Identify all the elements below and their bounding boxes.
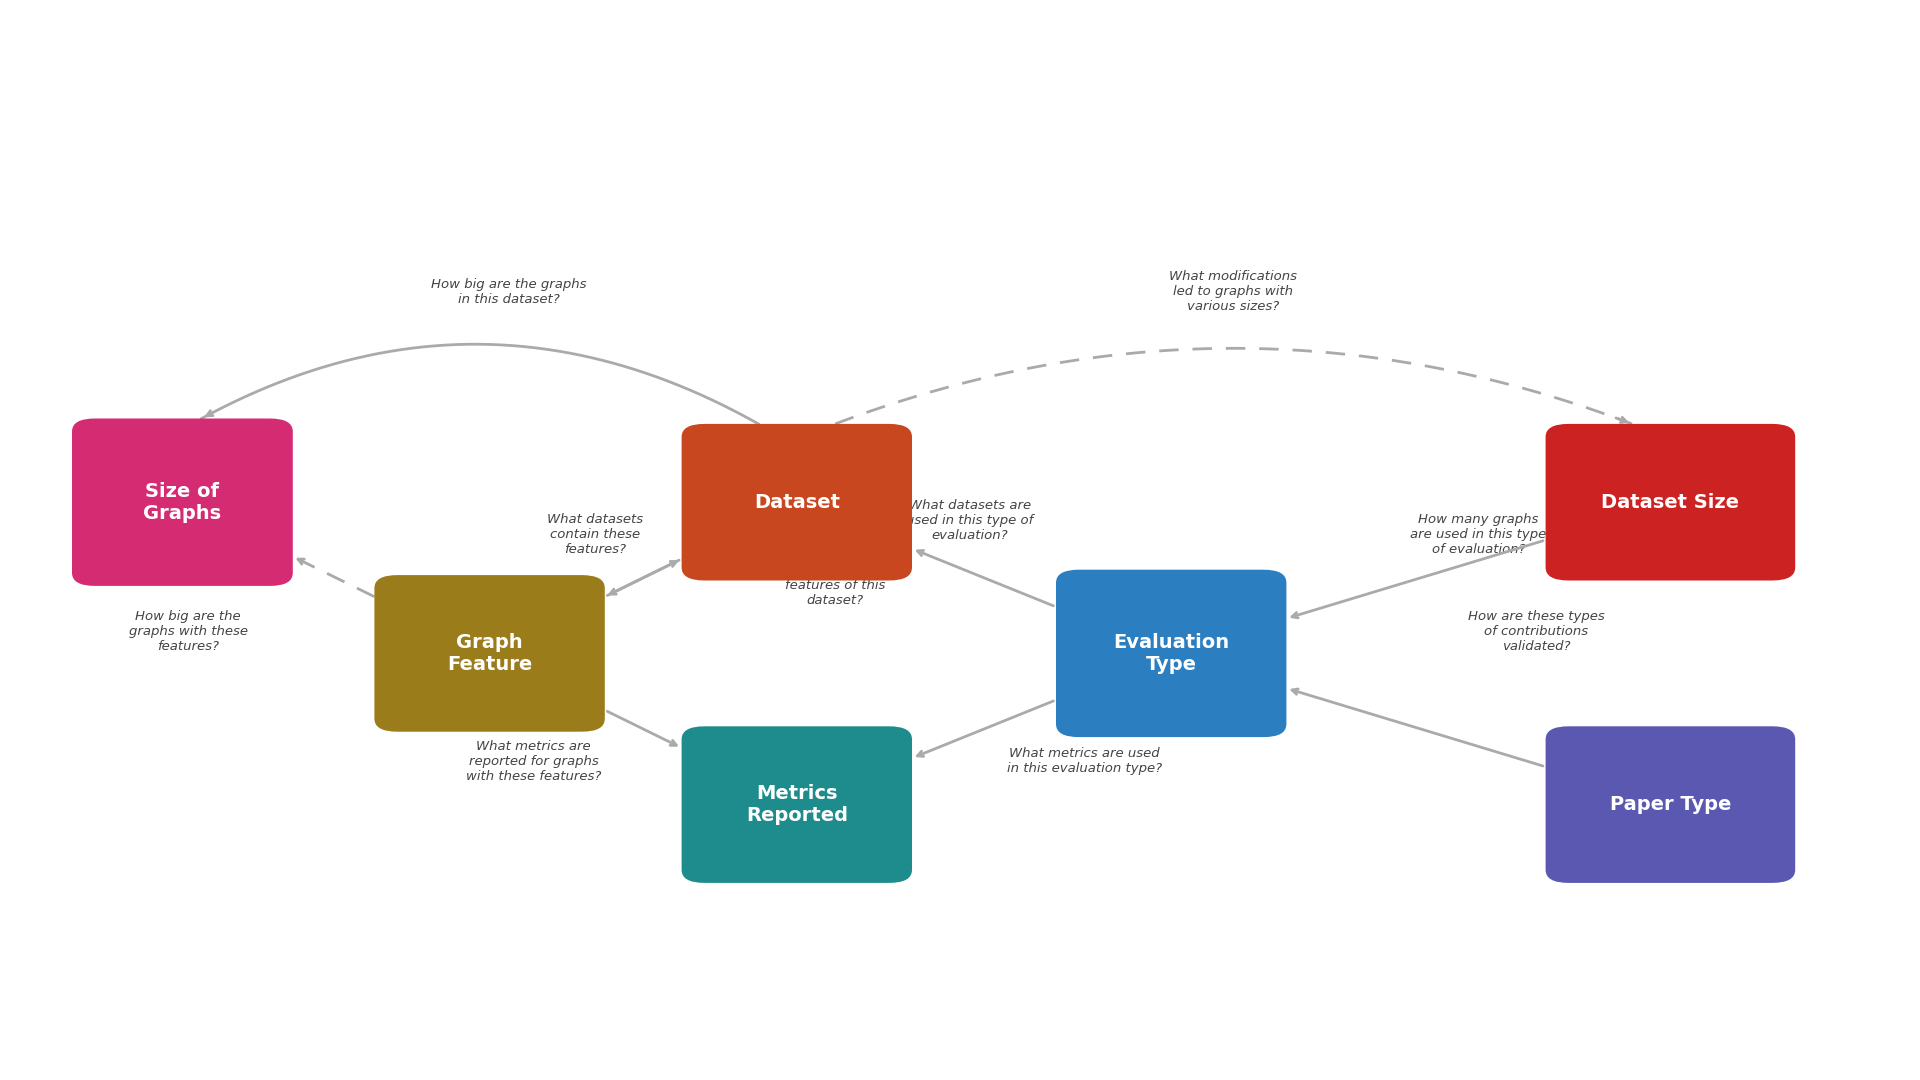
FancyBboxPatch shape <box>1546 423 1795 581</box>
Text: What are the graph
features of this
dataset?: What are the graph features of this data… <box>770 564 900 607</box>
Text: Paper Type: Paper Type <box>1609 795 1732 814</box>
Text: Metrics
Reported: Metrics Reported <box>745 784 849 825</box>
FancyBboxPatch shape <box>682 423 912 581</box>
FancyBboxPatch shape <box>682 726 912 883</box>
Text: Size of
Graphs: Size of Graphs <box>144 482 221 523</box>
Text: How many graphs
are used in this type
of evaluation?: How many graphs are used in this type of… <box>1411 513 1546 556</box>
Text: What modifications
led to graphs with
various sizes?: What modifications led to graphs with va… <box>1169 270 1296 313</box>
FancyBboxPatch shape <box>1056 570 1286 737</box>
Text: What datasets
contain these
features?: What datasets contain these features? <box>547 513 643 556</box>
Text: Dataset: Dataset <box>755 492 839 512</box>
Text: Evaluation
Type: Evaluation Type <box>1114 633 1229 674</box>
Text: How are these types
of contributions
validated?: How are these types of contributions val… <box>1467 610 1605 653</box>
Text: How big are the
graphs with these
features?: How big are the graphs with these featur… <box>129 610 248 653</box>
Text: How big are the graphs
in this dataset?: How big are the graphs in this dataset? <box>432 278 586 306</box>
Text: What datasets are
used in this type of
evaluation?: What datasets are used in this type of e… <box>906 499 1033 542</box>
Text: Graph
Feature: Graph Feature <box>447 633 532 674</box>
Text: Dataset Size: Dataset Size <box>1601 492 1740 512</box>
FancyBboxPatch shape <box>1546 726 1795 883</box>
FancyBboxPatch shape <box>73 418 292 585</box>
FancyBboxPatch shape <box>374 575 605 732</box>
Text: What metrics are used
in this evaluation type?: What metrics are used in this evaluation… <box>1008 747 1162 775</box>
Text: What metrics are
reported for graphs
with these features?: What metrics are reported for graphs wit… <box>467 740 601 783</box>
